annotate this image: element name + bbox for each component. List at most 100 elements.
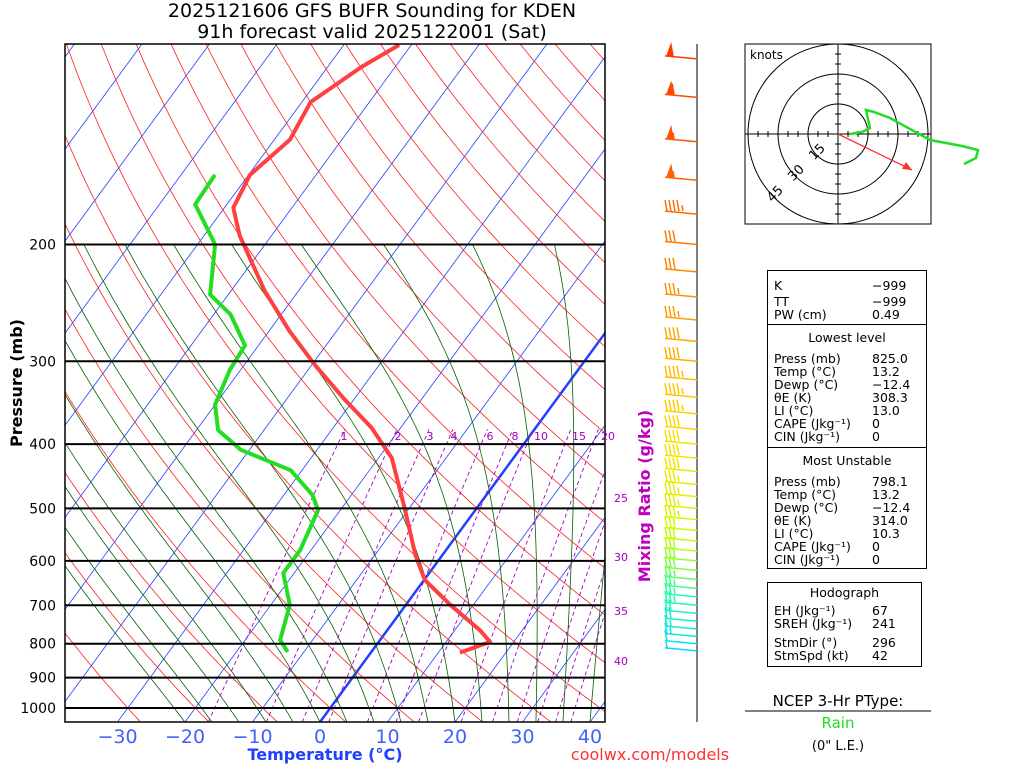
storm-motion-vector (837, 133, 913, 171)
wind-barb (664, 599, 698, 615)
mixing-ratio-tick: 2 (395, 430, 402, 443)
wind-barb (664, 536, 698, 552)
barb-staff (664, 584, 698, 590)
barb-pennant (665, 163, 674, 178)
isotherm-line (252, 240, 605, 722)
barb-half (672, 171, 675, 178)
barb-full (664, 327, 668, 339)
wind-barb (664, 482, 698, 498)
stat-label: θE (K) (774, 390, 812, 405)
stat-row: SREH (Jkg⁻¹) 241 (768, 617, 921, 630)
mixing-ratio-line (418, 429, 534, 722)
barb-full (668, 516, 672, 528)
barb-half (673, 596, 676, 603)
moist-adiabat (65, 565, 186, 722)
stat-value: 825.0 (872, 351, 908, 366)
stat-label: EH (Jkg⁻¹) (774, 603, 836, 618)
mixing-ratio-tick: 30 (614, 551, 628, 564)
barb-pennant (665, 124, 674, 140)
barb-full (668, 200, 672, 212)
wind-barb (664, 42, 698, 60)
barb-half (677, 287, 680, 295)
wind-barb (664, 457, 698, 473)
ptype-amount: (0" L.E.) (812, 739, 864, 754)
moist-adiabat (300, 244, 483, 722)
stat-value: 13.2 (872, 487, 900, 502)
mixing-ratio-tick: 6 (487, 430, 494, 443)
y-tick-label: 800 (29, 637, 56, 653)
barb-staff (664, 601, 698, 607)
x-tick-label: 0 (314, 726, 326, 748)
stat-label: CAPE (Jkg⁻¹) (774, 539, 851, 554)
barb-full (664, 200, 668, 212)
barb-half (681, 388, 684, 395)
barb-full (672, 494, 676, 506)
barb-full (664, 482, 668, 494)
mixing-ratio-line (328, 429, 454, 722)
moist-adiabat (589, 551, 605, 722)
dry-adiabat (275, 44, 605, 434)
barb-full (672, 383, 676, 395)
barb-half (681, 205, 684, 212)
barb-staff (664, 526, 698, 532)
barb-full (672, 516, 676, 528)
site-link[interactable]: coolwx.com/models (571, 745, 729, 764)
moist-adiabat (124, 244, 402, 722)
barb-full (676, 457, 680, 469)
wind-barb (664, 591, 698, 607)
stat-label: Press (mb) (774, 351, 841, 366)
barb-half (681, 370, 684, 377)
mixing-ratio-tick: 1 (341, 430, 348, 443)
barb-full (664, 383, 668, 395)
stat-row: θE (K) 314.0 (768, 514, 926, 527)
stat-value: 0 (872, 539, 880, 554)
barb-full (668, 365, 672, 377)
stat-row: Temp (°C) 13.2 (768, 488, 926, 501)
barb-full (664, 365, 668, 377)
barb-full (664, 591, 668, 603)
lowest-level-header: Lowest level (808, 330, 886, 345)
barb-full (676, 365, 680, 377)
stat-value: 0 (872, 429, 880, 444)
barb-full (664, 282, 668, 295)
barb-full (668, 444, 672, 456)
barb-full (664, 614, 668, 627)
barb-full (664, 399, 668, 411)
pw-label: PW (cm) (774, 307, 827, 322)
x-tick-label: 30 (510, 726, 534, 748)
barb-half (677, 499, 680, 506)
mixing-ratio-line (301, 429, 430, 722)
barb-staff (664, 492, 698, 498)
ptype-value: Rain (822, 714, 855, 732)
most-unstable-header: Most Unstable (802, 453, 892, 468)
y-tick-label: 200 (29, 237, 56, 253)
wind-barb (664, 383, 698, 399)
wind-barb (664, 641, 698, 652)
barb-full (668, 429, 672, 442)
barb-full (672, 505, 676, 517)
wind-barb (664, 415, 698, 431)
barb-pennant (665, 80, 674, 96)
y-tick-label: 700 (29, 598, 56, 614)
moist-adiabat (65, 277, 348, 722)
barb-full (668, 505, 672, 517)
wind-barb (664, 257, 698, 273)
barb-full (676, 429, 680, 442)
wind-barb (664, 494, 698, 510)
wind-barb (664, 399, 698, 415)
background-lines (65, 44, 605, 722)
mixing-ratio-line (395, 429, 514, 722)
barb-full (671, 83, 675, 95)
barb-full (672, 365, 676, 377)
stat-label: Dewp (°C) (774, 377, 839, 392)
barb-full (664, 607, 668, 619)
stat-row: Temp (°C) 13.2 (768, 365, 926, 378)
barb-full (668, 582, 672, 595)
barb-full (672, 482, 676, 494)
stat-label: StmSpd (kt) (774, 648, 849, 663)
wind-barb (664, 163, 698, 181)
moist-adiabat (554, 244, 575, 722)
moist-adiabat (83, 244, 375, 722)
